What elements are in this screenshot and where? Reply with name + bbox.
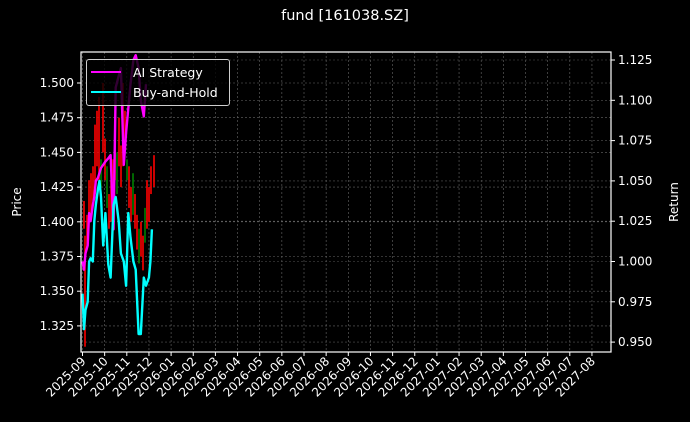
legend-swatch-magenta [91,70,121,74]
y-right-tick-label: 0.975 [618,295,652,309]
y-left-tick-label: 1.350 [40,284,74,298]
legend: AI Strategy Buy-and-Hold [86,59,230,106]
y-right-tick-label: 1.000 [618,255,652,269]
y-left-tick-label: 1.375 [40,250,74,264]
chart-title: fund [161038.SZ] [281,8,409,24]
y-axis-right-label: Return [667,182,681,222]
y-left-tick-label: 1.500 [40,76,74,90]
candlesticks [83,83,155,347]
y-left-tick-label: 1.450 [40,145,74,159]
y-axis-right: 0.950 0.975 1.000 1.025 1.050 1.075 1.100 1.125 [611,53,652,349]
y-left-tick-label: 1.475 [40,111,74,125]
y-axis-left: 1.325 1.350 1.375 1.400 1.425 1.450 1.475 1.500 [40,76,81,333]
y-right-tick-label: 1.050 [618,174,652,188]
legend-label: AI Strategy [133,64,203,80]
legend-label: Buy-and-Hold [133,84,218,100]
x-axis: 2025-092025-102025-112025-122026-012026-… [43,352,598,400]
legend-item-buy-and-hold: Buy-and-Hold [91,83,218,101]
buy-and-hold-line [81,179,154,336]
y-axis-left-label: Price [10,187,24,216]
y-right-tick-label: 1.075 [618,134,652,148]
y-left-tick-label: 1.325 [40,319,74,333]
y-right-tick-label: 1.125 [618,53,652,67]
y-left-tick-label: 1.425 [40,180,74,194]
plot-frame [80,51,612,353]
y-right-tick-label: 1.100 [618,93,652,107]
legend-swatch-cyan [91,90,121,94]
y-right-tick-label: 0.950 [618,335,652,349]
legend-item-ai-strategy: AI Strategy [91,63,203,81]
y-right-tick-label: 1.025 [618,214,652,228]
y-left-tick-label: 1.400 [40,215,74,229]
